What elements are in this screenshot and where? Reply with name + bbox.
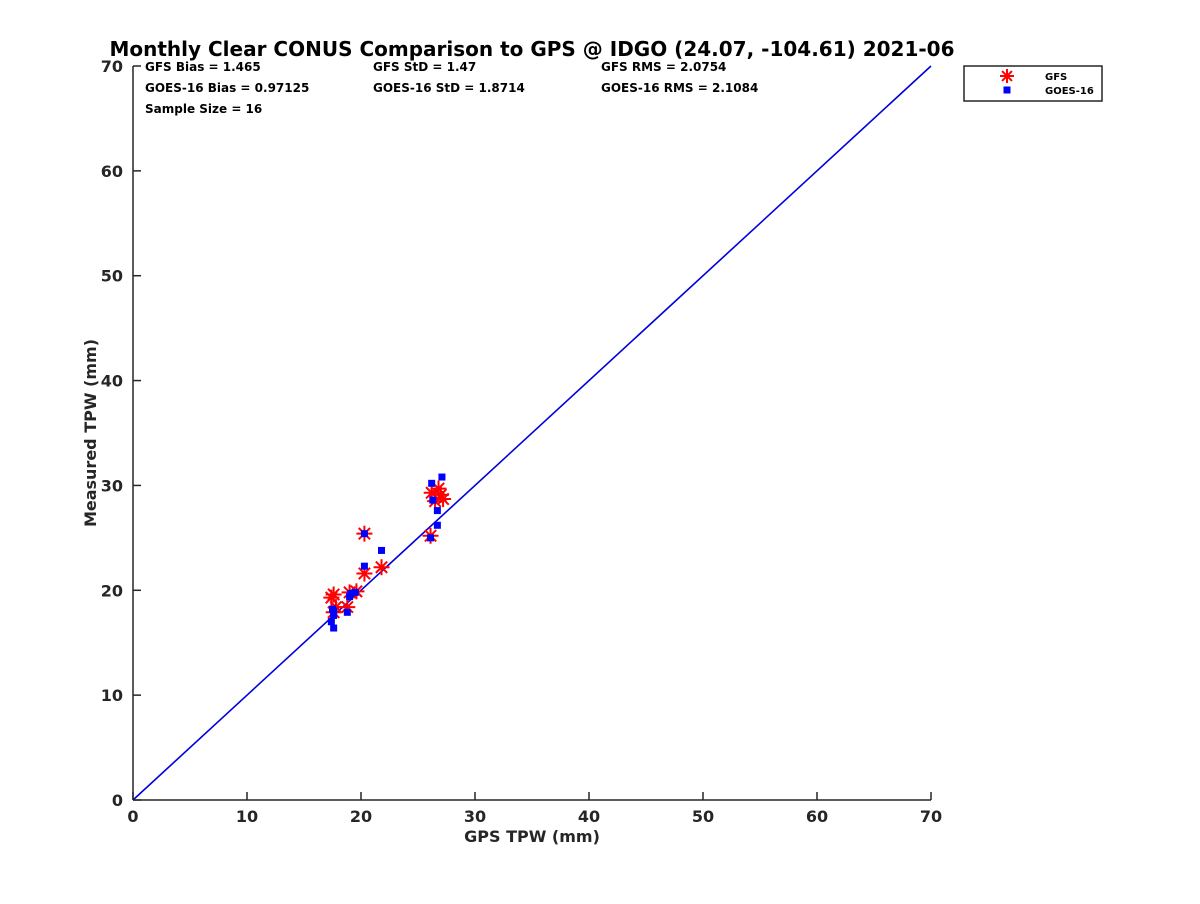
y-tick-label: 0: [112, 791, 123, 810]
stat-text: GFS StD = 1.47: [373, 60, 476, 74]
y-tick-label: 70: [101, 57, 123, 76]
goes-16-point: [343, 608, 351, 616]
reference-line-layer: [132, 65, 932, 801]
gfs-point: [325, 586, 342, 603]
x-axis-label: GPS TPW (mm): [464, 827, 600, 846]
axis-ticks: 0 10 20 30 40 50 60 70 0 10 20 30 40 50 60 70: [101, 57, 942, 826]
x-tick-label: 20: [350, 807, 372, 826]
y-tick-label: 50: [101, 267, 123, 286]
goes-16-point: [360, 530, 368, 538]
stat-text: Sample Size = 16: [145, 102, 262, 116]
stats-block: GFS Bias = 1.465 GFS StD = 1.47 GFS RMS = …: [145, 60, 758, 116]
goes-16-point: [433, 507, 441, 515]
goes-16-point: [428, 479, 436, 487]
y-axis-label: Measured TPW (mm): [81, 339, 100, 527]
goes-16-point: [330, 624, 338, 632]
goes-16-point: [427, 534, 435, 542]
goes-16-point: [351, 588, 359, 596]
gfs-point: [435, 491, 452, 508]
stat-text: GFS Bias = 1.465: [145, 60, 261, 74]
x-tick-label: 0: [127, 807, 138, 826]
goes-16-point: [429, 496, 437, 504]
stat-text: GOES-16 StD = 1.8714: [373, 81, 525, 95]
legend-label-gfs: GFS: [1045, 72, 1067, 83]
y-tick-label: 40: [101, 372, 123, 391]
stat-text: GOES-16 Bias = 0.97125: [145, 81, 309, 95]
legend-marker-gfs: [1000, 69, 1014, 83]
legend-box: [963, 65, 1103, 102]
goes-16-point: [378, 546, 386, 554]
x-tick-label: 40: [578, 807, 600, 826]
goes-16-point: [327, 618, 335, 626]
gfs-point: [373, 559, 390, 576]
x-tick-label: 10: [236, 807, 258, 826]
x-tick-label: 30: [464, 807, 486, 826]
y-tick-label: 30: [101, 476, 123, 495]
goes-16-point: [330, 607, 338, 615]
stat-text: GOES-16 RMS = 2.1084: [601, 81, 758, 95]
goes-16-point: [438, 473, 446, 481]
goes-16-point: [433, 521, 441, 529]
legend-label-goes-16: GOES-16: [1045, 86, 1094, 97]
y-tick-label: 60: [101, 162, 123, 181]
y-tick-label: 20: [101, 581, 123, 600]
y-tick-label: 10: [101, 686, 123, 705]
goes-16-point: [360, 562, 368, 570]
legend-marker-goes-16: [1003, 86, 1011, 94]
stat-text: GFS RMS = 2.0754: [601, 60, 726, 74]
data-points: [323, 473, 452, 632]
x-tick-label: 60: [806, 807, 828, 826]
chart-title: Monthly Clear CONUS Comparison to GPS @ …: [109, 37, 954, 61]
goes-16-point: [347, 589, 355, 597]
one-to-one-line: [132, 65, 932, 801]
x-tick-label: 50: [692, 807, 714, 826]
x-tick-label: 70: [920, 807, 942, 826]
legend: GFS GOES-16: [963, 65, 1103, 102]
goes-16-point: [330, 611, 338, 619]
